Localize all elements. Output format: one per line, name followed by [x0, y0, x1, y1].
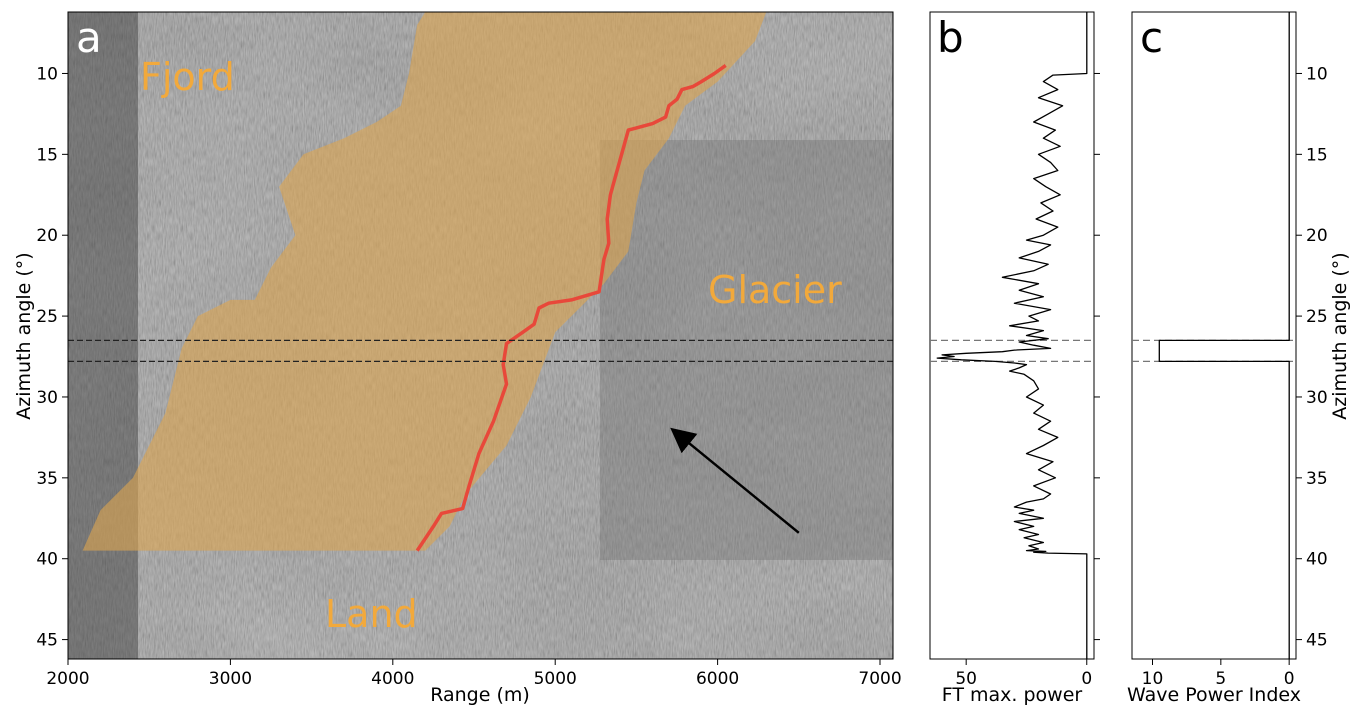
panel-letter-a: a: [76, 13, 102, 62]
glacier-terminus-line: [415, 63, 727, 552]
axisA-xtick-label-1: 3000: [209, 669, 252, 689]
region-label-fjord: Fjord: [140, 55, 235, 99]
region-label-glacier: Glacier: [708, 268, 842, 312]
axisA-xtick-label-2: 4000: [371, 669, 414, 689]
panel-b-xlabel: FT max. power: [942, 684, 1083, 706]
panel-b-frame: [929, 11, 1095, 660]
panel-a-frame: [67, 11, 894, 660]
axisB-xtick-label-1: 0: [1081, 669, 1092, 689]
panel-c-ylabel: Azimuth angle (°): [1329, 252, 1351, 419]
axisA-ytick-label-0: 10: [36, 64, 58, 84]
panel-b-series-line-0: [936, 12, 1088, 659]
axisC-xtick-label-1: 5: [1215, 669, 1226, 689]
axisA-xtick-label-0: 2000: [46, 669, 89, 689]
panel-c-series-line-0: [1158, 12, 1290, 659]
panel-letter-c: c: [1140, 13, 1163, 62]
axisA-ytick-label-4: 30: [36, 388, 58, 408]
axisA-xtick-label-3: 5000: [534, 669, 577, 689]
axisC-ytick-label-4: 30: [1306, 388, 1328, 408]
panel-b: 50 0 FT max. power b: [929, 11, 1100, 706]
axisB-xtick-label-0: 50: [955, 669, 977, 689]
panel-letter-b: b: [937, 13, 964, 62]
axisC-ytick-label-0: 10: [1306, 64, 1328, 84]
axisC-ytick-label-1: 15: [1306, 145, 1328, 165]
axisA-ytick-label-2: 20: [36, 226, 58, 246]
panel-a: 2000 3000 4000 5000 6000 7000 10 15 20 25 30 35 40 45…: [13, 11, 902, 706]
radar-image: [68, 12, 893, 659]
panel-c-frame: [1131, 11, 1297, 660]
axisA-ytick-label-7: 45: [36, 631, 58, 651]
axisA-ytick-label-1: 15: [36, 145, 58, 165]
axisA-ytick-label-6: 40: [36, 550, 58, 570]
axisC-ytick-label-3: 25: [1306, 307, 1328, 327]
panel-a-xlabel: Range (m): [430, 684, 530, 706]
axisA-xtick-label-4: 6000: [696, 669, 739, 689]
axisC-xtick-label-2: 0: [1284, 669, 1295, 689]
direction-arrow: [670, 427, 800, 534]
panel-c-xlabel: Wave Power Index: [1127, 684, 1301, 706]
panel-a-ylabel: Azimuth angle (°): [13, 252, 35, 419]
axisC-ytick-label-6: 40: [1306, 550, 1328, 570]
axisA-xtick-label-5: 7000: [858, 669, 901, 689]
axisC-ytick-label-7: 45: [1306, 631, 1328, 651]
panel-c: 10 5 0 10 15 20 25 30 35 40 45 Wave Power Index Az…: [1127, 11, 1351, 706]
region-label-land: Land: [325, 592, 418, 636]
axisC-ytick-label-2: 20: [1306, 226, 1328, 246]
axisA-ytick-label-3: 25: [36, 307, 58, 327]
axisC-ytick-label-5: 35: [1306, 469, 1328, 489]
fjord-shaded-region: [82, 12, 767, 551]
axisA-ytick-label-5: 35: [36, 469, 58, 489]
axisC-xtick-label-0: 10: [1142, 669, 1164, 689]
